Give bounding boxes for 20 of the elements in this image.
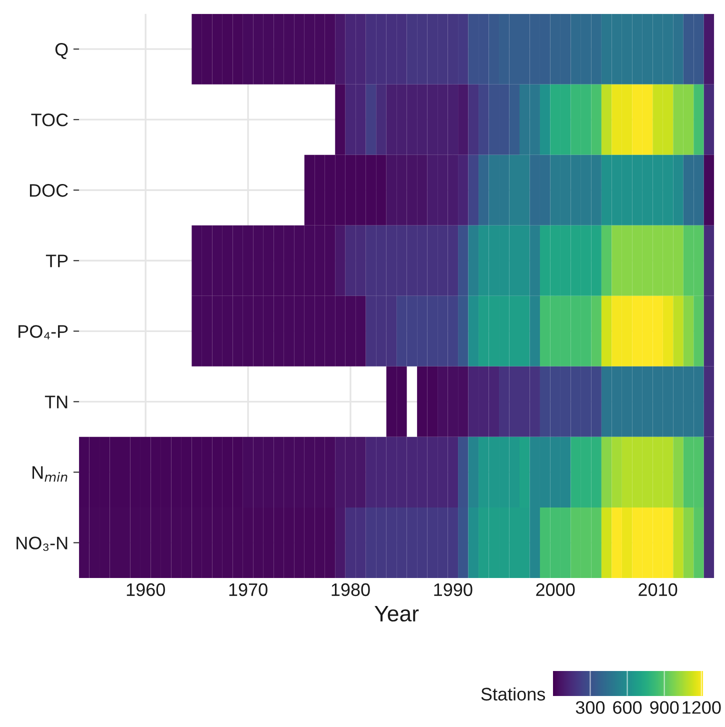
x-tick-label: 2000 [536,583,575,596]
x-axis-title: Year [374,606,419,622]
y-tick-label: DOC [30,184,68,197]
x-tick-label: 1970 [229,583,268,596]
y-tick-label: N$_{min}$ [32,466,68,482]
y-tick-label: TN [44,396,68,408]
y-tick-label: NO₃-N [16,536,68,551]
y-tick-label: TOC [31,114,68,126]
y-tick-label: Q [55,43,68,60]
x-tick-label: 1990 [434,583,472,596]
color-bar-label: 300 [576,701,605,714]
x-tick-label: 1960 [126,583,165,596]
color-bar-title: Stations [481,687,546,701]
color-bar-label: 1200 [682,701,721,714]
x-tick-label: 2010 [638,583,678,596]
y-tick-label: TP [46,254,68,268]
color-bar-label: 900 [650,701,679,714]
y-tick-label: PO₄-P [18,325,68,340]
x-tick-label: 1980 [332,583,370,596]
color-bar-label: 600 [613,701,642,714]
